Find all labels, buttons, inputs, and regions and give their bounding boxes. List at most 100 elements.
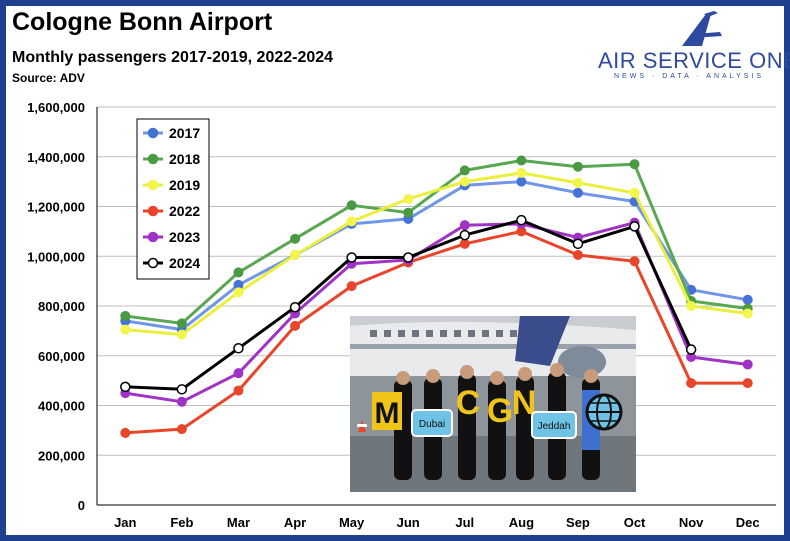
- legend-entry-2023: 2023: [143, 229, 200, 245]
- sign-m: M: [375, 397, 400, 430]
- legend-entry-2017: 2017: [143, 125, 200, 141]
- data-point: [120, 427, 131, 438]
- data-point: [629, 256, 640, 267]
- y-tick-label: 0: [78, 498, 85, 513]
- y-tick-label: 400,000: [38, 399, 85, 414]
- data-point: [233, 368, 244, 379]
- x-tick-labels: Jan Feb Mar Apr May Jun Jul Aug Sep Oct Nov Dec: [114, 515, 760, 530]
- data-point: [685, 344, 697, 355]
- sign-g: G: [487, 392, 513, 430]
- stylized-a-plane-icon: [682, 11, 722, 46]
- series-2022: [120, 226, 753, 438]
- legend-label: 2024: [169, 255, 200, 271]
- data-point: [629, 187, 640, 198]
- legend-entry-2024: 2024: [143, 255, 200, 271]
- y-tick-label: 800,000: [38, 299, 85, 314]
- data-point: [346, 216, 357, 227]
- series-line-2019: [125, 171, 748, 337]
- data-point: [572, 238, 584, 250]
- sign-jeddah: Jeddah: [538, 421, 571, 432]
- x-tick-label: Nov: [679, 515, 704, 530]
- air-service-one-logo: AIR SERVICE ONE NEWS · DATA · ANALYSIS: [598, 10, 790, 82]
- data-point: [403, 207, 414, 218]
- x-tick-label: Apr: [284, 515, 306, 530]
- data-point: [120, 324, 131, 335]
- data-point: [629, 221, 640, 232]
- data-point: [742, 359, 753, 370]
- legend-entry-2018: 2018: [143, 151, 200, 167]
- data-point: [742, 308, 753, 319]
- data-point: [459, 220, 470, 231]
- data-point: [290, 250, 301, 261]
- legend-swatch-marker: [147, 231, 159, 243]
- x-tick-label: Jul: [455, 515, 474, 530]
- data-point: [176, 424, 187, 435]
- data-point: [572, 177, 583, 188]
- data-point: [346, 281, 357, 292]
- data-point: [290, 233, 301, 244]
- data-point: [572, 250, 583, 261]
- series-2024: [120, 214, 697, 395]
- sign-c: C: [456, 384, 481, 422]
- data-point: [572, 187, 583, 198]
- legend-swatch-marker: [147, 127, 159, 139]
- data-point: [516, 155, 527, 166]
- series-lines: [120, 155, 753, 438]
- data-point: [233, 385, 244, 396]
- legend-swatch-marker: [147, 205, 159, 217]
- x-tick-label: Jun: [397, 515, 420, 530]
- photo-illustration: M Dubai C G N Jeddah: [350, 316, 636, 492]
- data-point: [290, 320, 301, 331]
- legend-entry-2019: 2019: [143, 177, 200, 193]
- data-point: [516, 176, 527, 187]
- x-tick-label: May: [339, 515, 365, 530]
- legend-swatch-marker: [147, 153, 159, 165]
- y-tick-label: 1,200,000: [27, 200, 85, 215]
- chart-title: Cologne Bonn Airport: [12, 8, 273, 36]
- data-point: [176, 318, 187, 329]
- x-tick-label: Mar: [227, 515, 250, 530]
- x-tick-label: Oct: [624, 515, 646, 530]
- y-tick-label: 600,000: [38, 349, 85, 364]
- y-tick-label: 1,000,000: [27, 249, 85, 264]
- data-point: [629, 159, 640, 170]
- y-tick-label: 1,400,000: [27, 150, 85, 165]
- data-point: [459, 165, 470, 176]
- logo-tagline: NEWS · DATA · ANALYSIS: [613, 73, 765, 80]
- legend-entry-2022: 2022: [143, 203, 200, 219]
- legend-label: 2019: [169, 177, 200, 193]
- legend-box: [136, 118, 210, 280]
- data-point: [403, 194, 414, 205]
- legend: 2017 2018 2019 2022 2023 2024: [136, 118, 210, 280]
- data-point: [686, 301, 697, 311]
- data-point: [686, 378, 697, 389]
- y-tick-label: 200,000: [38, 448, 85, 463]
- data-point: [346, 252, 357, 263]
- data-point: [516, 214, 527, 226]
- sign-dubai: Dubai: [419, 419, 445, 430]
- data-point: [176, 384, 188, 395]
- x-tick-label: Jan: [114, 515, 136, 530]
- series-line-2022: [125, 229, 748, 435]
- chart-subtitle: Monthly passengers 2017-2019, 2022-2024: [12, 49, 334, 66]
- data-point: [459, 238, 470, 249]
- data-point: [120, 310, 131, 321]
- legend-swatch-marker: [147, 257, 159, 269]
- data-point: [120, 381, 131, 393]
- data-point: [289, 301, 301, 313]
- data-point: [176, 329, 187, 340]
- data-point: [402, 252, 414, 263]
- data-point: [176, 396, 187, 407]
- legend-label: 2022: [169, 203, 200, 219]
- logo-name: AIR SERVICE ONE: [598, 48, 790, 73]
- data-point: [572, 161, 583, 172]
- data-point: [516, 167, 527, 178]
- data-point: [233, 267, 244, 278]
- x-tick-label: Sep: [566, 515, 590, 530]
- data-point: [233, 287, 244, 298]
- globe-icon: [585, 393, 623, 431]
- chart-source: Source: ADV: [12, 71, 85, 85]
- legend-label: 2018: [169, 151, 200, 167]
- series-2019: [120, 167, 753, 340]
